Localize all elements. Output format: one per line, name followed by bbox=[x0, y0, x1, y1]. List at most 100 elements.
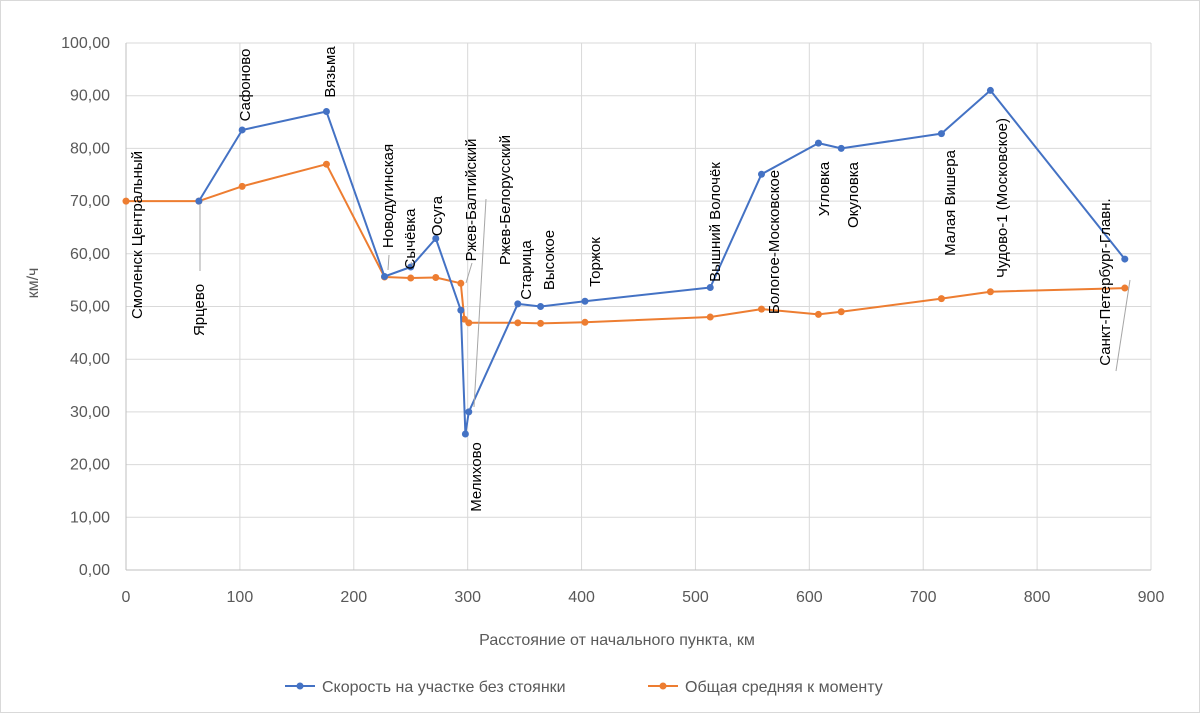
data-point bbox=[537, 303, 545, 310]
station-label: Угловка bbox=[816, 161, 833, 216]
data-point bbox=[837, 144, 845, 152]
data-point bbox=[581, 318, 589, 326]
series-1 bbox=[195, 86, 1129, 438]
station-label: Вышний Волочёк bbox=[707, 162, 724, 282]
annotation-leader bbox=[387, 254, 390, 271]
legend-marker bbox=[659, 682, 667, 690]
annotation-leader bbox=[465, 262, 473, 284]
data-point bbox=[1121, 255, 1129, 263]
data-point bbox=[1121, 284, 1129, 292]
station-label: Торжок bbox=[587, 237, 604, 287]
data-point bbox=[322, 160, 330, 168]
data-point bbox=[461, 430, 469, 438]
y-tick-labels: 0,00 10,00 20,00 30,00 40,00 50,00 60,00 70,00 8… bbox=[61, 35, 110, 579]
station-label: Ярцево bbox=[191, 284, 208, 336]
data-point bbox=[122, 197, 130, 205]
annotation-leaders bbox=[199, 198, 1131, 408]
data-point bbox=[457, 306, 465, 314]
station-label: Вязьма bbox=[322, 46, 339, 98]
station-label: Высокое bbox=[541, 230, 558, 290]
y-tick-label: 70,00 bbox=[70, 193, 110, 210]
annotation-leader bbox=[410, 261, 414, 267]
y-tick-label: 20,00 bbox=[70, 457, 110, 474]
data-point bbox=[238, 182, 246, 190]
y-tick-label: 10,00 bbox=[70, 509, 110, 526]
station-label: Осуга bbox=[429, 195, 446, 236]
y-tick-label: 0,00 bbox=[79, 562, 110, 579]
station-label: Малая Вишера bbox=[942, 149, 959, 255]
data-point bbox=[465, 319, 473, 327]
data-point bbox=[986, 288, 994, 296]
series-lines bbox=[122, 86, 1129, 438]
station-label: Старица bbox=[518, 240, 535, 300]
x-tick-label: 400 bbox=[568, 589, 595, 606]
data-point bbox=[514, 300, 522, 308]
data-point bbox=[381, 272, 389, 280]
station-label: Ржев-Балтийский bbox=[463, 139, 480, 262]
x-tick-label: 300 bbox=[454, 589, 481, 606]
data-point bbox=[814, 139, 822, 147]
station-label: Чудово-1 (Московское) bbox=[994, 118, 1011, 278]
data-point bbox=[407, 274, 415, 282]
x-tick-labels: 0 100 200 300 400 500 600 700 800 900 bbox=[122, 589, 1165, 606]
y-tick-label: 30,00 bbox=[70, 404, 110, 421]
y-axis-title: км/ч bbox=[25, 268, 42, 299]
station-label: Бологое-Московское bbox=[766, 170, 783, 314]
x-tick-label: 200 bbox=[340, 589, 367, 606]
legend-label: Скорость на участке без стоянки bbox=[322, 679, 566, 696]
y-tick-label: 50,00 bbox=[70, 299, 110, 316]
data-point bbox=[457, 279, 465, 287]
data-point bbox=[937, 295, 945, 303]
x-axis-title: Расстояние от начального пункта, км bbox=[479, 632, 755, 649]
data-point bbox=[706, 313, 714, 321]
annotation-leader bbox=[473, 198, 487, 408]
station-label: Новодугинская bbox=[380, 144, 397, 248]
station-label: Сафоново bbox=[237, 49, 254, 122]
data-point bbox=[465, 408, 473, 416]
data-point bbox=[814, 310, 822, 318]
x-tick-label: 700 bbox=[910, 589, 937, 606]
station-label: Санкт-Петербург-Главн. bbox=[1097, 198, 1114, 365]
x-tick-label: 600 bbox=[796, 589, 823, 606]
x-tick-label: 100 bbox=[227, 589, 254, 606]
data-point bbox=[432, 274, 440, 282]
y-tick-label: 90,00 bbox=[70, 88, 110, 105]
data-point bbox=[432, 235, 440, 243]
axes bbox=[125, 43, 1151, 571]
x-tick-label: 500 bbox=[682, 589, 709, 606]
y-tick-label: 80,00 bbox=[70, 140, 110, 157]
station-label: Мелихово bbox=[468, 442, 485, 511]
station-label: Сычёвка bbox=[402, 208, 419, 270]
data-point bbox=[986, 86, 994, 94]
data-point bbox=[514, 319, 522, 327]
y-tick-label: 60,00 bbox=[70, 246, 110, 263]
y-tick-label: 40,00 bbox=[70, 351, 110, 368]
data-point bbox=[937, 130, 945, 138]
station-label: Окуловка bbox=[845, 161, 862, 228]
data-point bbox=[322, 108, 330, 116]
x-tick-label: 800 bbox=[1024, 589, 1051, 606]
x-tick-label: 0 bbox=[122, 589, 131, 606]
data-point bbox=[581, 297, 589, 305]
legend-item-2: Общая средняя к моменту bbox=[648, 679, 883, 696]
legend-marker bbox=[296, 682, 304, 690]
station-annotations: Смоленск Центральный Ярцево Сафоново Вязьма… bbox=[129, 46, 1114, 512]
data-point bbox=[706, 284, 714, 292]
y-tick-label: 100,00 bbox=[61, 35, 110, 52]
station-label: Ржев-Белорусский bbox=[497, 135, 514, 265]
series-2 bbox=[122, 160, 1129, 327]
data-point bbox=[195, 197, 203, 205]
annotation-leader bbox=[1115, 279, 1131, 372]
legend-label: Общая средняя к моменту bbox=[685, 679, 883, 696]
legend: Скорость на участке без стоянки Общая сре… bbox=[285, 679, 883, 696]
series-line bbox=[126, 163, 1125, 325]
data-point bbox=[758, 170, 765, 178]
data-point bbox=[537, 319, 545, 327]
data-point bbox=[837, 308, 845, 316]
station-label: Смоленск Центральный bbox=[129, 151, 146, 319]
x-tick-label: 900 bbox=[1138, 589, 1165, 606]
data-point bbox=[238, 126, 246, 134]
data-point bbox=[758, 305, 765, 313]
